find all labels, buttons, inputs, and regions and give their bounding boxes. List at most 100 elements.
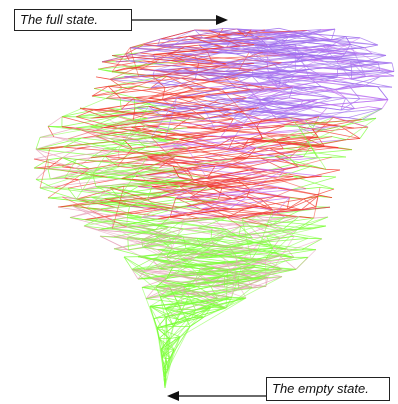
mesh-edge — [84, 207, 173, 220]
mesh-edge — [207, 168, 257, 179]
mesh-edge — [75, 127, 174, 167]
mesh-edge — [166, 75, 194, 90]
mesh-edge — [50, 168, 90, 180]
mesh-edge — [179, 85, 194, 90]
mesh-edge — [214, 136, 235, 148]
mesh-edge — [57, 196, 162, 208]
mesh-edge — [354, 126, 369, 129]
mesh-edge — [155, 286, 232, 298]
mesh-edge — [211, 227, 288, 250]
mesh-edge — [173, 165, 251, 180]
mesh-edge — [235, 186, 290, 199]
mesh-edge — [261, 105, 300, 120]
mesh-edge — [238, 52, 250, 71]
mesh-edge — [232, 198, 273, 211]
mesh-edge — [149, 305, 180, 320]
mesh-edge — [123, 256, 153, 280]
mesh-edge — [242, 167, 322, 177]
mesh-edge — [112, 186, 125, 229]
mesh-edge — [269, 136, 333, 149]
mesh-edge — [157, 38, 161, 46]
mesh-edge — [175, 155, 257, 170]
mesh-edge — [158, 338, 167, 379]
mesh-edge — [145, 259, 252, 271]
mesh-edge — [131, 248, 259, 270]
mesh-edge — [210, 238, 245, 249]
mesh-edge — [110, 78, 191, 99]
mesh-edge — [76, 116, 91, 119]
mesh-edge — [67, 137, 82, 140]
mesh-edge — [171, 45, 291, 56]
mesh-edge — [179, 158, 247, 187]
mesh-edge — [95, 117, 148, 138]
mesh-edge — [291, 189, 333, 198]
mesh-edge — [189, 316, 205, 327]
mesh-edge — [332, 136, 347, 141]
mesh-edge — [35, 137, 41, 150]
mesh-edge — [210, 266, 256, 288]
mesh-edge — [67, 187, 77, 200]
mesh-edge — [340, 108, 355, 111]
mesh-edge — [159, 29, 196, 40]
mesh-edge — [180, 54, 227, 65]
mesh-edge — [164, 77, 238, 89]
mesh-edge — [200, 245, 242, 269]
mesh-edge — [350, 44, 366, 77]
mesh-edge — [289, 97, 355, 109]
mesh-edge — [149, 297, 247, 307]
mesh-edge — [47, 166, 62, 169]
mesh-edge — [92, 175, 97, 187]
mesh-edge — [91, 85, 109, 97]
mesh-edge — [113, 235, 170, 250]
mesh-edge — [143, 38, 161, 46]
mesh-edge — [93, 109, 194, 138]
mesh-edge — [35, 168, 49, 180]
mesh-edge — [313, 187, 321, 219]
mesh-edge — [165, 296, 204, 309]
mesh-edge — [69, 217, 113, 229]
mesh-edge — [194, 216, 329, 258]
mesh-edge — [81, 179, 194, 191]
mesh-edge — [298, 165, 313, 168]
mesh-edge — [317, 156, 332, 159]
mesh-edge — [126, 226, 201, 247]
mesh-edge — [150, 178, 181, 187]
mesh-edge — [103, 108, 232, 128]
mesh-edge — [109, 138, 133, 149]
mesh-edge — [109, 187, 176, 199]
mesh-edge — [292, 76, 338, 88]
mesh-edge — [108, 77, 182, 87]
mesh-edge — [39, 127, 76, 138]
mesh-edge — [368, 106, 383, 110]
mesh-edge — [129, 47, 208, 53]
mesh-edge — [154, 216, 171, 231]
mesh-edge — [270, 197, 290, 219]
mesh-edge — [318, 107, 328, 117]
mesh-edge — [159, 38, 241, 47]
mesh-edge — [213, 218, 245, 249]
mesh-edge — [191, 307, 211, 319]
mesh-edge — [289, 117, 334, 159]
mesh-edge — [101, 61, 155, 71]
mesh-edge — [236, 28, 268, 47]
empty-state-arrow — [167, 391, 266, 401]
mesh-edge — [39, 117, 148, 138]
mesh-edge — [252, 276, 283, 288]
mesh-edge — [189, 197, 230, 210]
mesh-edge — [167, 317, 192, 350]
mesh-edge — [208, 29, 246, 37]
mesh-edge — [218, 107, 259, 118]
mesh-edge — [150, 97, 177, 138]
mesh-edge — [288, 28, 336, 38]
mesh-edge — [147, 186, 209, 200]
mesh-edge — [179, 118, 277, 140]
mesh-edge — [180, 258, 253, 288]
mesh-edge — [141, 205, 187, 218]
mesh-edge — [213, 218, 323, 240]
mesh-edge — [49, 146, 64, 150]
mesh-edge — [292, 86, 332, 99]
mesh-edge — [336, 53, 346, 62]
mesh-edge — [237, 256, 256, 268]
mesh-edge — [76, 109, 94, 118]
mesh-edge — [83, 218, 99, 227]
